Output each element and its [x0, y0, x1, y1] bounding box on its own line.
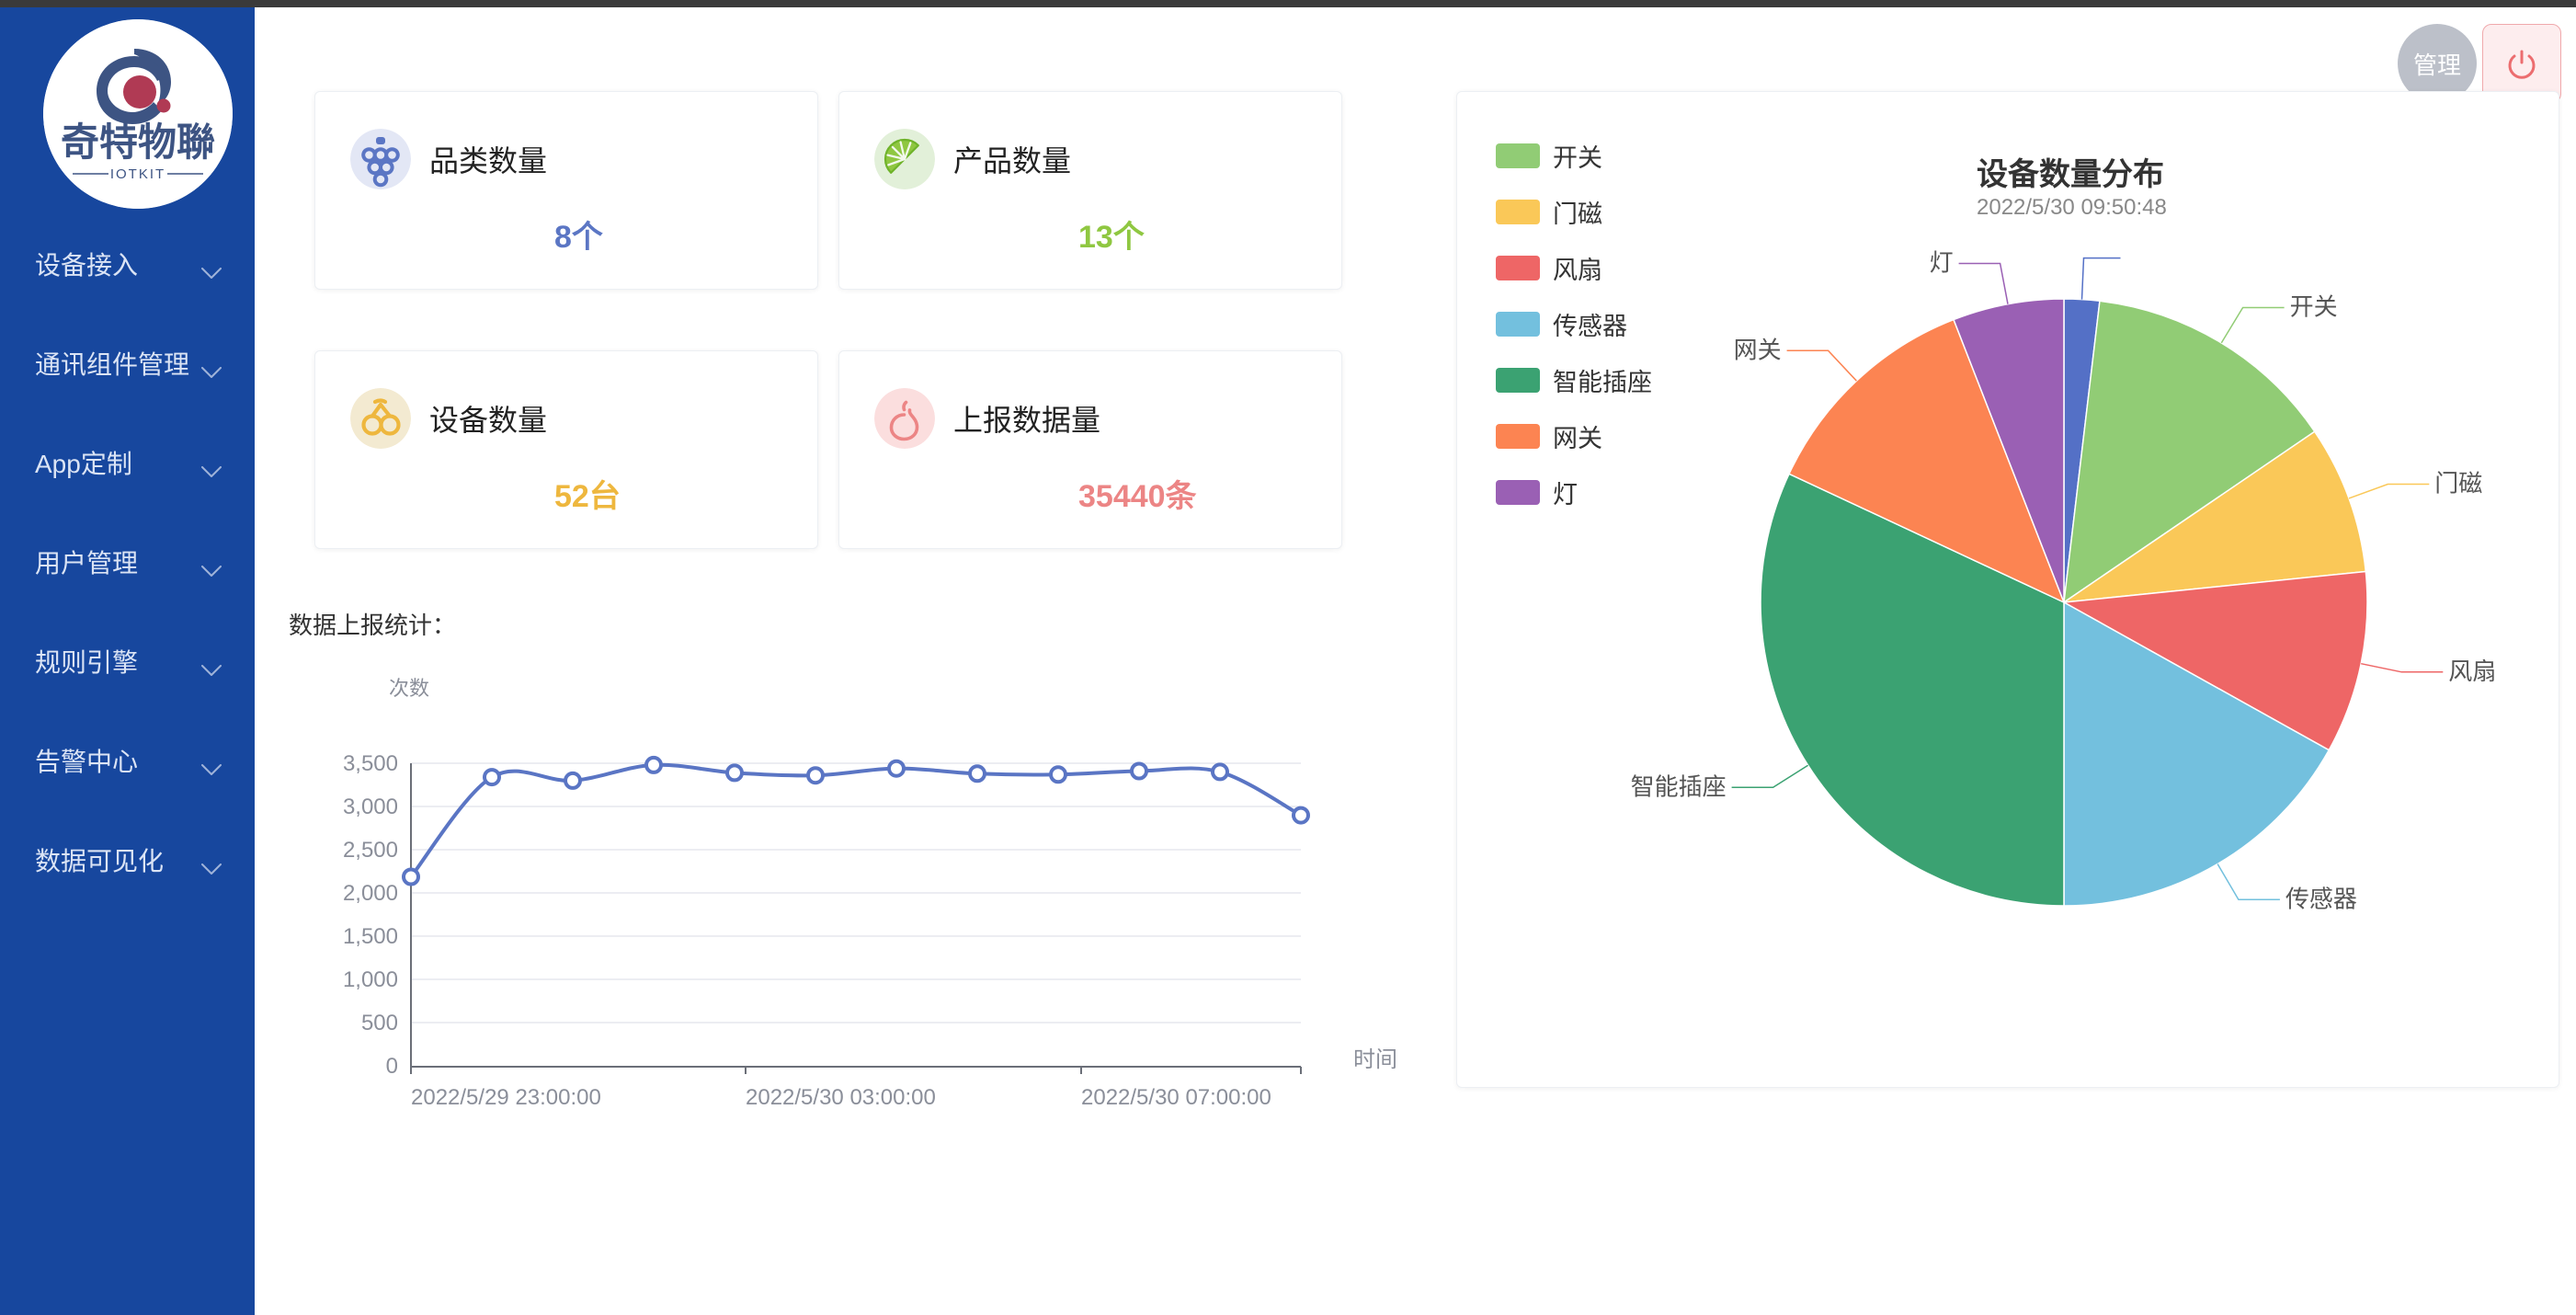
svg-text:灯: 灯 [1930, 249, 1954, 277]
svg-text:传感器: 传感器 [2285, 885, 2357, 912]
svg-text:风扇: 风扇 [2448, 658, 2496, 685]
svg-text:500: 500 [361, 1011, 398, 1035]
svg-text:1,000: 1,000 [343, 967, 398, 992]
svg-text:2,500: 2,500 [343, 838, 398, 863]
svg-text:1,500: 1,500 [343, 924, 398, 949]
svg-text:2022/5/29 23:00:00: 2022/5/29 23:00:00 [411, 1085, 601, 1110]
svg-text:网关: 网关 [1734, 336, 1782, 363]
svg-text:次数: 次数 [389, 677, 429, 700]
svg-text:0: 0 [386, 1054, 398, 1079]
svg-text:2022/5/30 07:00:00: 2022/5/30 07:00:00 [1081, 1085, 1271, 1110]
svg-text:IOTKIT: IOTKIT [110, 166, 165, 182]
svg-text:奇特物聯: 奇特物聯 [61, 120, 215, 164]
svg-text:2,000: 2,000 [343, 881, 398, 906]
svg-text:3,500: 3,500 [343, 751, 398, 776]
svg-text:2022/5/30 03:00:00: 2022/5/30 03:00:00 [746, 1085, 936, 1110]
svg-text:智能插座: 智能插座 [1631, 772, 1727, 800]
svg-text:门磁: 门磁 [2434, 470, 2482, 497]
svg-text:时间: 时间 [1353, 1047, 1397, 1072]
svg-text:开关: 开关 [2290, 293, 2338, 321]
svg-text:3,000: 3,000 [343, 795, 398, 819]
